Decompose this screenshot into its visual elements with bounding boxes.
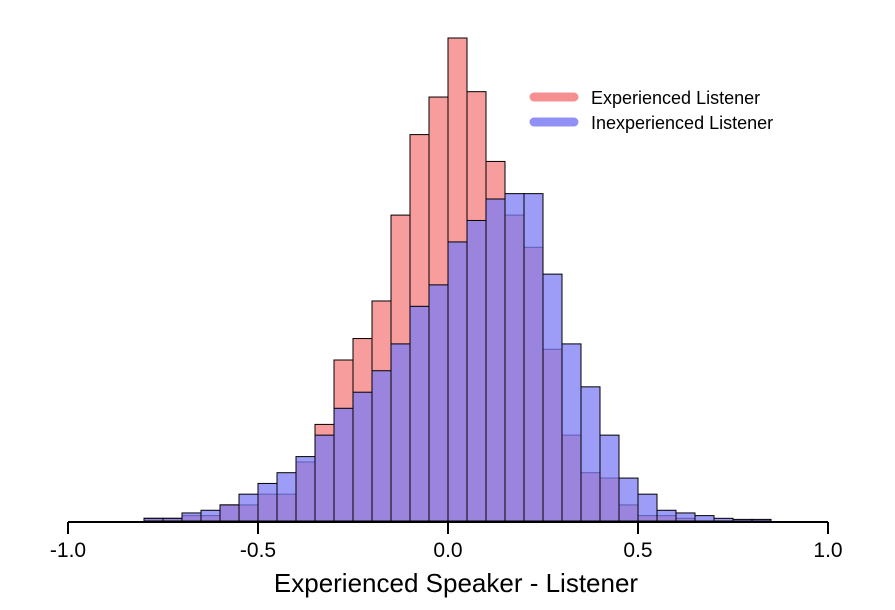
bar-inexperienced-4 (200, 509, 221, 522)
bar-inexperienced-1 (143, 517, 164, 522)
bar-inexperienced-3 (181, 512, 202, 522)
bar-inexperienced-7 (257, 482, 278, 522)
bar-inexperienced-21 (523, 193, 544, 522)
bar-inexperienced-14 (390, 343, 411, 522)
bar-inexperienced-13 (371, 370, 392, 522)
bar-inexperienced-6 (238, 493, 259, 522)
bar-inexperienced-24 (580, 386, 601, 522)
bar-inexperienced-18 (466, 219, 487, 522)
bar-inexperienced-2 (162, 517, 183, 522)
bar-inexperienced-5 (219, 504, 240, 522)
bar-inexperienced-9 (295, 456, 316, 522)
bar-inexperienced-22 (542, 273, 563, 522)
bar-inexperienced-10 (314, 434, 335, 522)
bar-inexperienced-19 (485, 198, 506, 522)
legend: Experienced Listener Inexperienced Listen… (529, 88, 773, 133)
bar-inexperienced-15 (409, 305, 430, 522)
bar-inexperienced-17 (447, 241, 468, 522)
x-axis-title: Experienced Speaker - Listener (274, 568, 639, 598)
bar-inexperienced-8 (276, 472, 297, 522)
legend-label-0: Experienced Listener (591, 88, 760, 108)
x-tick-label-2: 0.0 (433, 539, 462, 562)
legend-label-1: Inexperienced Listener (591, 113, 773, 133)
bar-inexperienced-28 (656, 509, 677, 522)
bar-inexperienced-32 (732, 518, 753, 522)
bar-inexperienced-20 (504, 193, 525, 522)
x-tick-label-4: 1.0 (813, 539, 842, 562)
x-tick-label-1: -0.5 (240, 539, 276, 562)
bars-group (143, 37, 772, 522)
bar-inexperienced-23 (561, 343, 582, 522)
bar-inexperienced-30 (694, 515, 715, 522)
x-tick-label-0: -1.0 (50, 539, 86, 562)
bar-inexperienced-11 (333, 407, 354, 522)
bar-inexperienced-33 (751, 518, 772, 522)
x-ticks: -1.0 -0.5 0.0 0.5 1.0 (50, 522, 843, 562)
bar-inexperienced-25 (599, 434, 620, 522)
x-tick-label-3: 0.5 (623, 539, 652, 562)
bar-inexperienced-16 (428, 284, 449, 522)
bar-inexperienced-26 (618, 477, 639, 522)
bar-inexperienced-29 (675, 512, 696, 522)
bar-inexperienced-31 (713, 517, 734, 522)
bar-inexperienced-12 (352, 391, 373, 522)
bar-inexperienced-27 (637, 493, 658, 522)
